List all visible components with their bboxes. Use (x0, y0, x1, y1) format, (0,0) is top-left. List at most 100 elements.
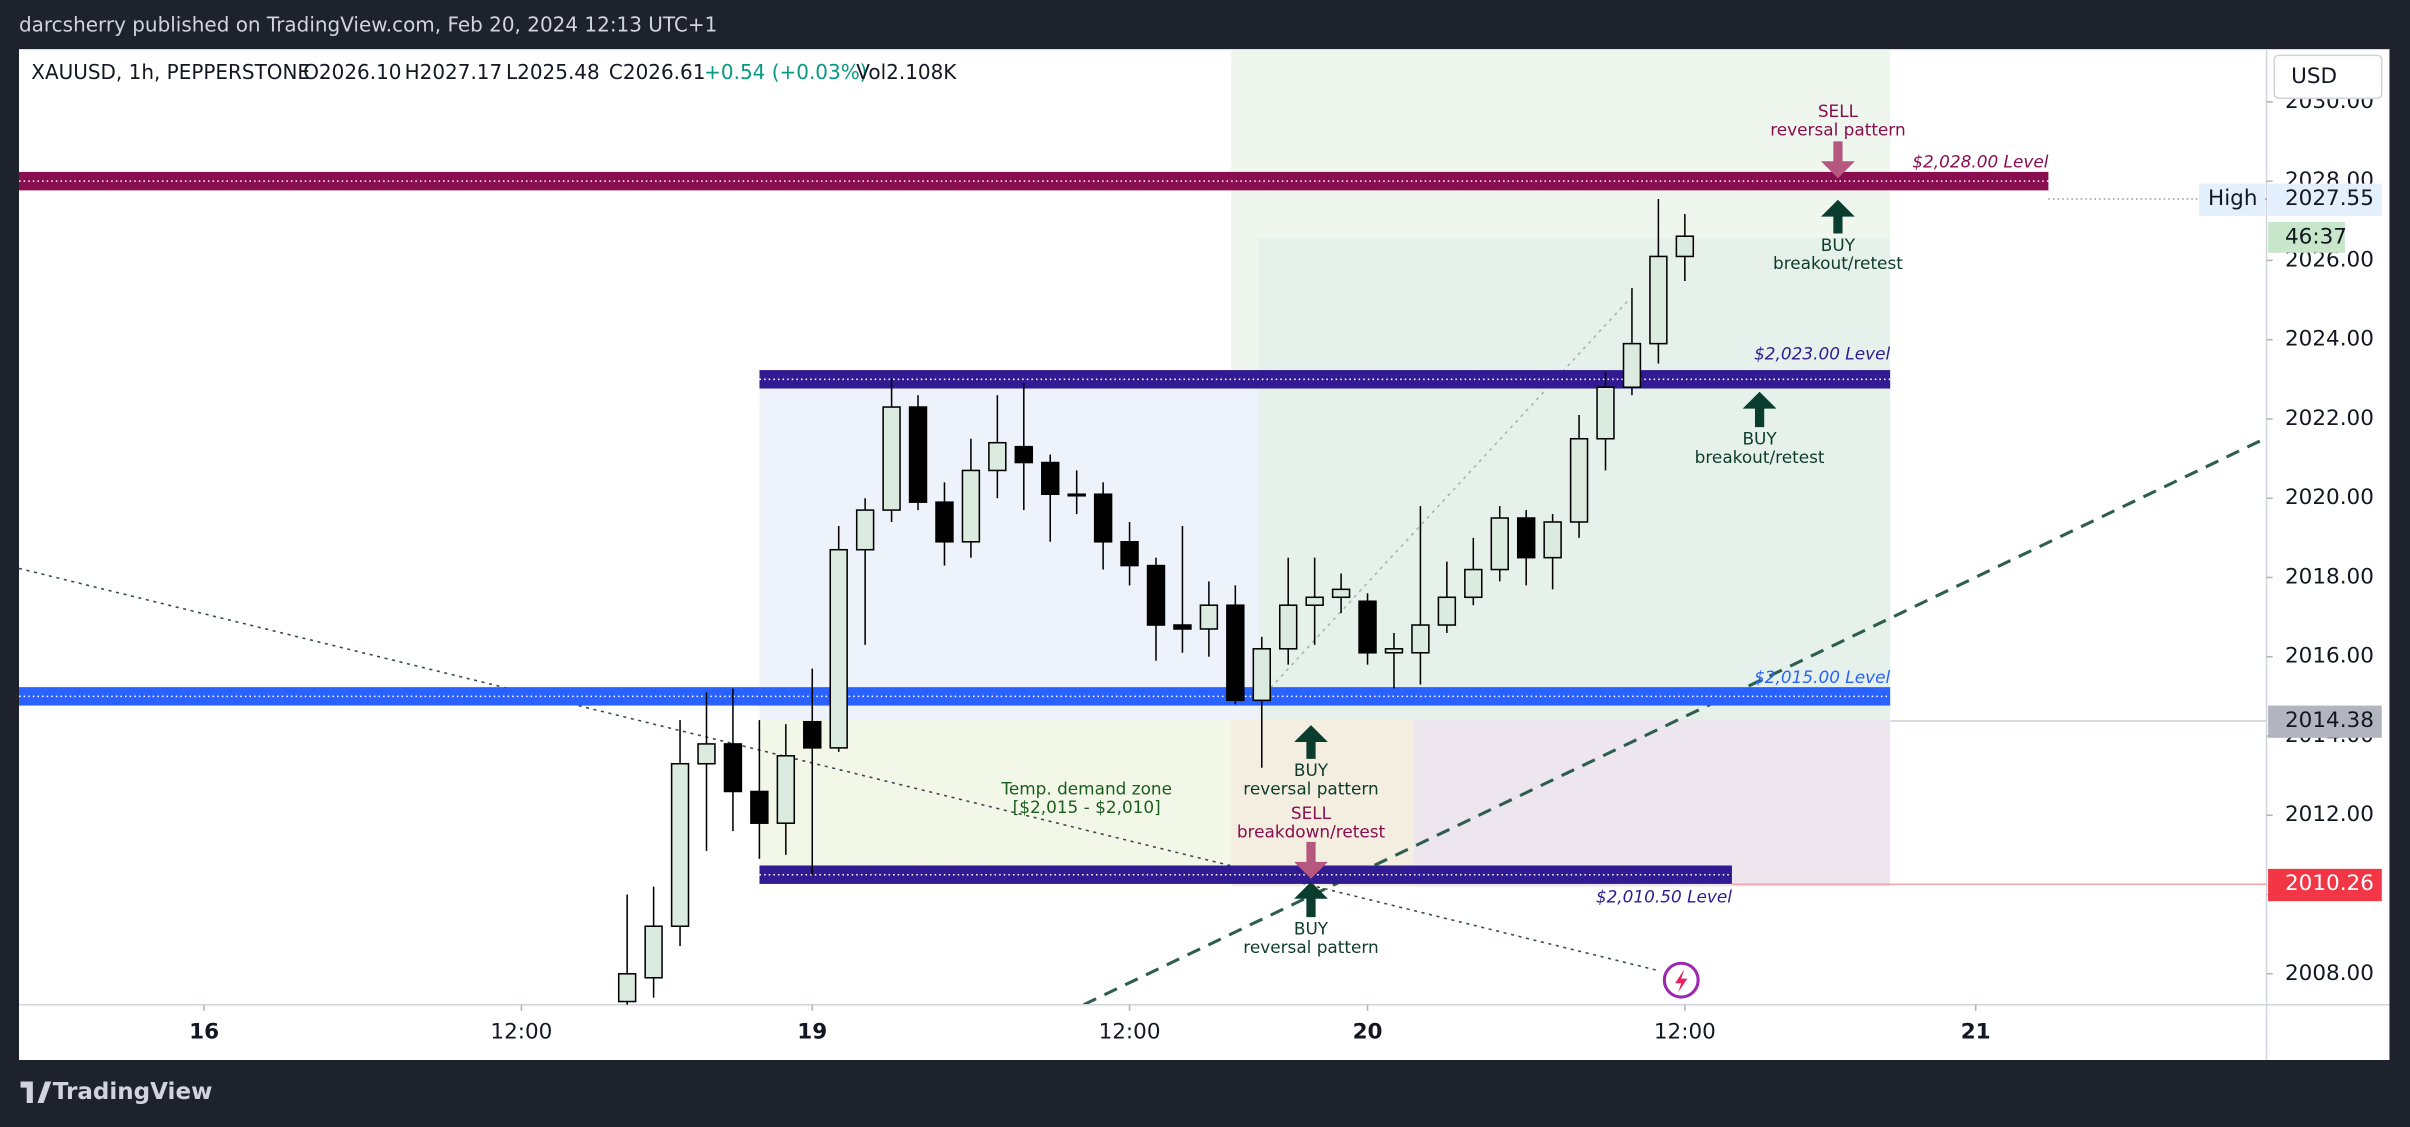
ohlc-value: +0.54 (+0.03%) (704, 60, 867, 84)
candle-body (1014, 445, 1034, 464)
candle-body (882, 406, 901, 511)
candle-body (1067, 493, 1086, 497)
y-tick-label: 2012.00 (2285, 802, 2374, 827)
candle-body (1252, 648, 1271, 702)
candle-body (1675, 235, 1695, 258)
symbol: XAUUSD, 1h, PEPPERSTONE (31, 60, 310, 84)
candle-body (1173, 624, 1192, 630)
signal-arrow (1821, 199, 1855, 234)
signal-arrow (1294, 881, 1328, 918)
x-tick-label: 16 (189, 1019, 219, 1044)
event-icon (1675, 969, 1688, 993)
trend-line (1082, 436, 2267, 1005)
trend-line (19, 567, 1660, 972)
trend-line (1259, 299, 1630, 700)
signal-arrow (1294, 841, 1328, 879)
zone-label: Temp. demand zone (1000, 779, 1172, 799)
zone (1413, 718, 1891, 887)
price-tag (2198, 183, 2266, 216)
price-badge (2268, 183, 2382, 216)
ohlc-value: Vol2.108K (856, 60, 957, 84)
candle-body (1490, 517, 1509, 571)
signal-label: BUY (1821, 235, 1856, 255)
candle-body (617, 973, 637, 1003)
level-label: $2,023.00 Level (1754, 344, 1890, 364)
signal-label: SELL (1818, 101, 1859, 121)
signal-note: breakout/retest (1773, 253, 1903, 273)
signal-note: breakout/retest (1695, 447, 1825, 467)
candle-body (961, 469, 981, 543)
signal-label: BUY (1742, 428, 1777, 448)
level-band (759, 865, 1732, 884)
candle-body (829, 548, 848, 749)
ohlc-value: H2027.17 (405, 60, 503, 84)
candle-body (1199, 604, 1219, 630)
x-tick-label: 12:00 (1654, 1019, 1716, 1044)
candle-body (1041, 461, 1060, 496)
x-tick-label: 19 (797, 1019, 827, 1044)
level-band (759, 370, 1891, 389)
candle-body (1331, 588, 1351, 599)
brand: TradingView (53, 1079, 213, 1105)
y-tick-label: 2008.00 (2285, 961, 2374, 986)
level-label: $2,015.00 Level (1754, 667, 1890, 687)
candle-body (803, 720, 822, 749)
candle-body (644, 925, 663, 979)
y-tick-label: 2022.00 (2285, 406, 2374, 431)
y-tick-label: 2016.00 (2285, 644, 2374, 669)
signal-note: reversal pattern (1243, 779, 1378, 799)
x-tick-label: 20 (1353, 1019, 1383, 1044)
candle-body (1358, 600, 1377, 654)
currency-button[interactable] (2273, 54, 2383, 100)
candle-body (1226, 604, 1245, 702)
price-badge (2268, 705, 2382, 738)
price-badge (2268, 868, 2382, 902)
x-tick-label: 21 (1961, 1019, 1991, 1044)
signal-note: breakdown/retest (1237, 822, 1386, 842)
candle-body (1437, 596, 1457, 626)
zone-label: [$2,015 - $2,010] (1013, 797, 1161, 817)
brand-logo (20, 1081, 52, 1104)
signal-arrow (1821, 141, 1855, 179)
candle-body (1305, 596, 1324, 606)
candles (617, 198, 1695, 1005)
x-tick-label: 12:00 (1099, 1019, 1161, 1044)
published-note: darcsherry published on TradingView.com,… (19, 13, 717, 37)
y-tick-label: 2020.00 (2285, 485, 2374, 510)
ohlc-value: L2025.48 (506, 60, 600, 84)
price-tag-text: High (2208, 186, 2257, 211)
candle-body (1278, 604, 1298, 650)
signal-arrow (1742, 391, 1777, 428)
candle-body (988, 441, 1007, 472)
candle-body (1543, 521, 1562, 559)
candle-body (1649, 255, 1668, 345)
y-tick-label: 2018.00 (2285, 564, 2374, 589)
candle-body (776, 755, 796, 824)
countdown: 46:37 (2285, 224, 2347, 249)
candle-body (1120, 541, 1139, 567)
price-badge-text: 2027.55 (2285, 186, 2374, 211)
x-tick-label: 12:00 (490, 1019, 552, 1044)
candle-body (1093, 493, 1113, 543)
level-label: $2,010.50 Level (1596, 887, 1732, 907)
candle-body (697, 743, 716, 765)
layer: O2026.10 H2027.17 L2025.48 C2026.61+0.54 (+… (19, 60, 2382, 1044)
candle-body (1411, 624, 1430, 654)
candle-body (935, 501, 954, 543)
signal-label: BUY (1294, 760, 1329, 780)
candle-body (670, 762, 690, 928)
candle-body (1596, 386, 1615, 440)
candle-body (723, 743, 743, 793)
candle-body (908, 406, 928, 503)
candle-body (1569, 437, 1589, 523)
signal-label: SELL (1291, 803, 1332, 823)
candle-body (1516, 517, 1536, 559)
candle-body (1622, 342, 1642, 388)
signal-label: BUY (1294, 918, 1329, 938)
ohlc-value: O2026.10 (303, 60, 401, 84)
currency[interactable]: USD (2291, 64, 2337, 89)
candle-body (750, 790, 769, 824)
signal-note: reversal pattern (1770, 120, 1905, 140)
